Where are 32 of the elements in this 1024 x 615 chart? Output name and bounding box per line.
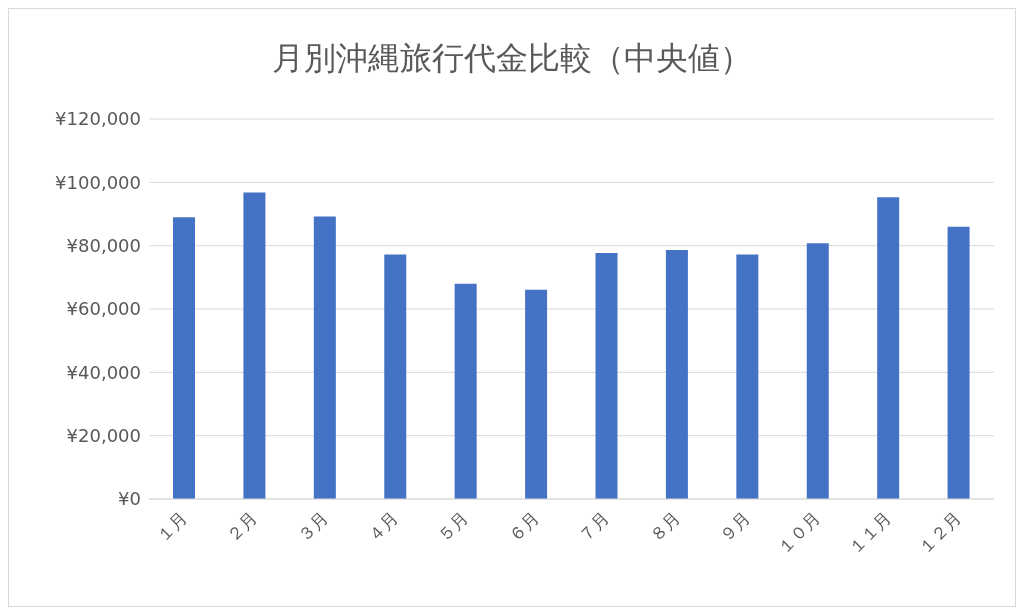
bar (806, 243, 829, 499)
y-tick-label: ¥80,000 (66, 235, 141, 257)
x-tick-label: ６月 (504, 507, 543, 546)
y-tick-label: ¥120,000 (55, 108, 141, 130)
x-tick-label: ９月 (715, 507, 754, 546)
x-tick-label: １月 (152, 507, 191, 546)
bar (173, 217, 195, 499)
bar (736, 254, 759, 499)
x-tick-label: １０月 (774, 507, 825, 558)
x-tick-label: ３月 (293, 507, 332, 546)
bar (454, 283, 477, 499)
bar (384, 254, 407, 499)
bar (313, 216, 336, 499)
x-tick-label: ７月 (574, 507, 614, 546)
chart-title: 月別沖縄旅行代金比較（中央値） (271, 38, 753, 79)
x-tick-label: １１月 (844, 507, 895, 558)
bar (243, 192, 266, 499)
bar (877, 197, 900, 499)
x-tick-label: ５月 (434, 507, 473, 546)
bar (665, 250, 688, 499)
x-tick-label: ４月 (363, 507, 402, 546)
x-tick-label: ２月 (222, 507, 261, 546)
x-tick-label: １２月 (914, 507, 966, 558)
bar (947, 226, 970, 499)
bar (525, 289, 548, 499)
y-tick-label: ¥60,000 (66, 298, 141, 320)
x-tick-label: ８月 (645, 507, 684, 546)
bar (595, 252, 618, 499)
y-tick-label: ¥0 (118, 488, 141, 510)
y-tick-label: ¥40,000 (66, 361, 141, 383)
y-tick-label: ¥100,000 (55, 171, 141, 193)
y-tick-label: ¥20,000 (66, 425, 141, 447)
